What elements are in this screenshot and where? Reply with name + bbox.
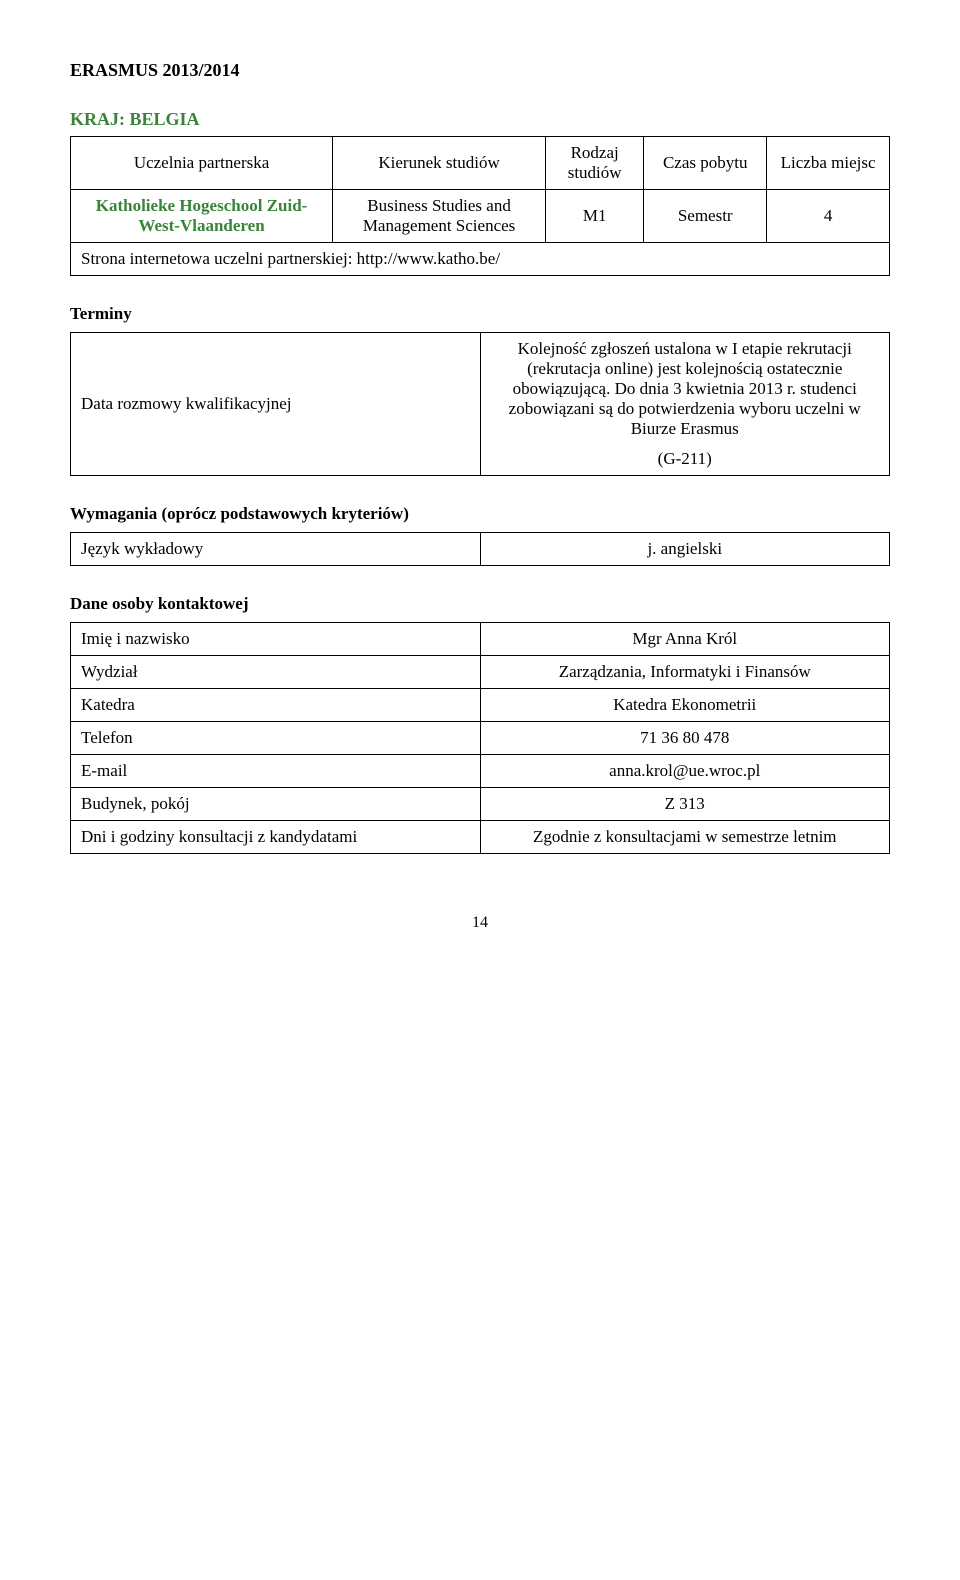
kontakt-value-1: Zarządzania, Informatyki i Finansów	[480, 656, 890, 689]
cell-study-type: M1	[546, 190, 644, 243]
terminy-heading: Terminy	[70, 304, 890, 324]
kontakt-label-2: Katedra	[71, 689, 481, 722]
kontakt-label-4: E-mail	[71, 755, 481, 788]
th-field: Kierunek studiów	[333, 137, 546, 190]
kontakt-label-5: Budynek, pokój	[71, 788, 481, 821]
terminy-table: Data rozmowy kwalifikacyjnej Kolejność z…	[70, 332, 890, 476]
wymagania-left: Język wykładowy	[71, 533, 481, 566]
th-places: Liczba miejsc	[767, 137, 890, 190]
kontakt-value-3: 71 36 80 478	[480, 722, 890, 755]
kontakt-table: Imię i nazwisko Mgr Anna Król Wydział Za…	[70, 622, 890, 854]
country-label: KRAJ: BELGIA	[70, 109, 890, 130]
kontakt-value-5: Z 313	[480, 788, 890, 821]
kontakt-value-6: Zgodnie z konsultacjami w semestrze letn…	[480, 821, 890, 854]
terminy-right-p2: (G-211)	[491, 449, 880, 469]
kontakt-value-0: Mgr Anna Król	[480, 623, 890, 656]
terminy-right-p1: Kolejność zgłoszeń ustalona w I etapie r…	[491, 339, 880, 439]
kontakt-value-2: Katedra Ekonometrii	[480, 689, 890, 722]
kontakt-label-1: Wydział	[71, 656, 481, 689]
wymagania-table: Język wykładowy j. angielski	[70, 532, 890, 566]
top-table: Uczelnia partnerska Kierunek studiów Rod…	[70, 136, 890, 276]
cell-url: Strona internetowa uczelni partnerskiej:…	[71, 243, 890, 276]
cell-places: 4	[767, 190, 890, 243]
kontakt-label-0: Imię i nazwisko	[71, 623, 481, 656]
th-institution: Uczelnia partnerska	[71, 137, 333, 190]
kontakt-value-4: anna.krol@ue.wroc.pl	[480, 755, 890, 788]
terminy-right: Kolejność zgłoszeń ustalona w I etapie r…	[480, 333, 890, 476]
kontakt-heading: Dane osoby kontaktowej	[70, 594, 890, 614]
cell-institution: Katholieke Hogeschool Zuid-West-Vlaander…	[71, 190, 333, 243]
wymagania-heading: Wymagania (oprócz podstawowych kryteriów…	[70, 504, 890, 524]
cell-field: Business Studies and Management Sciences	[333, 190, 546, 243]
th-duration: Czas pobytu	[644, 137, 767, 190]
cell-duration: Semestr	[644, 190, 767, 243]
doc-title: ERASMUS 2013/2014	[70, 60, 890, 81]
th-study-type: Rodzaj studiów	[546, 137, 644, 190]
terminy-left: Data rozmowy kwalifikacyjnej	[71, 333, 481, 476]
kontakt-label-3: Telefon	[71, 722, 481, 755]
kontakt-label-6: Dni i godziny konsultacji z kandydatami	[71, 821, 481, 854]
wymagania-right: j. angielski	[480, 533, 890, 566]
page-number: 14	[70, 914, 890, 932]
